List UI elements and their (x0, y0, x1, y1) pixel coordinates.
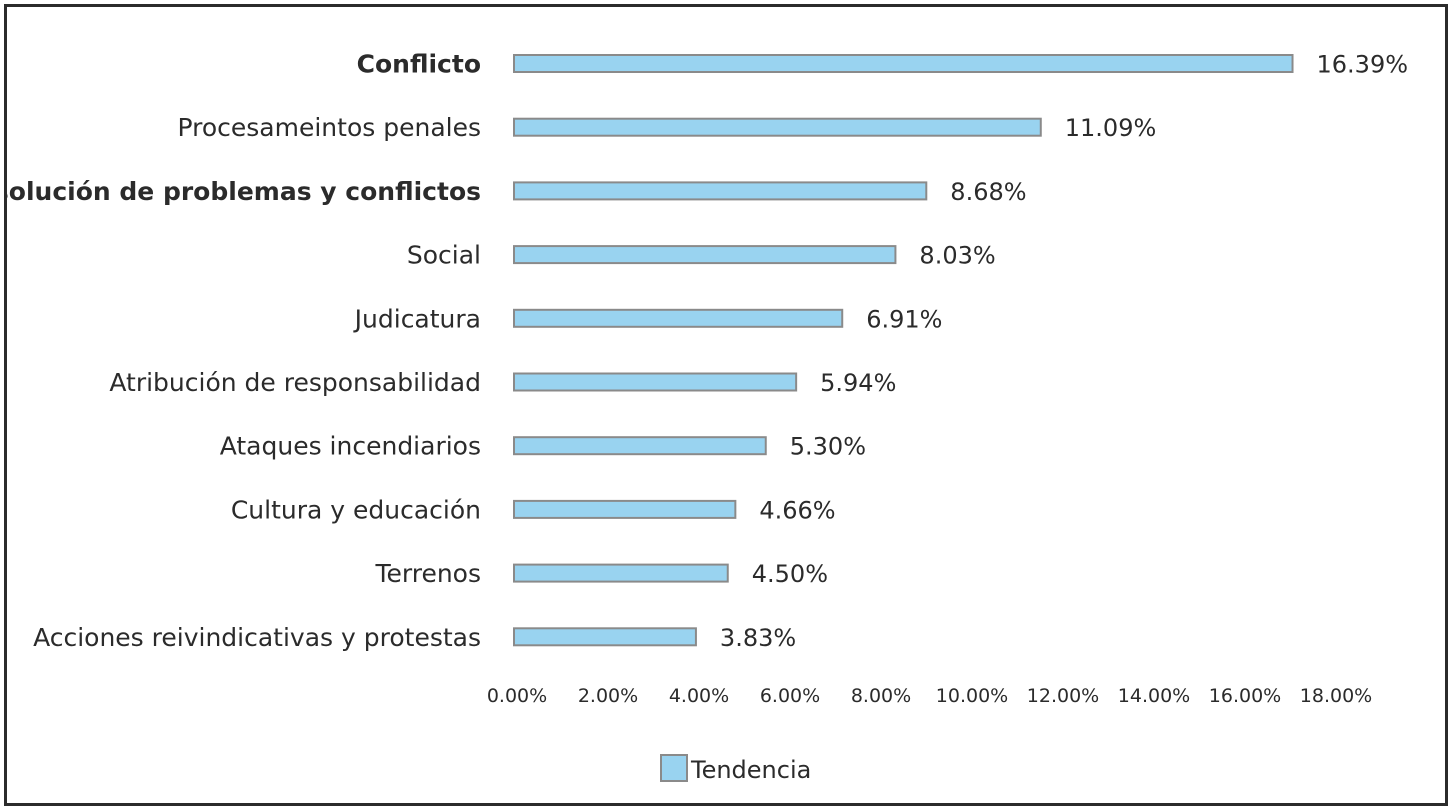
data-label: 11.09% (1065, 114, 1157, 142)
data-label: 4.50% (752, 560, 828, 588)
legend-swatch (660, 754, 688, 782)
x-tick-label: 16.00% (1209, 685, 1281, 707)
legend: Tendencia (660, 754, 811, 784)
data-label: 6.91% (866, 305, 942, 333)
bar (513, 499, 737, 519)
data-label: 5.30% (790, 433, 866, 461)
category-label: Atribución de responsabilidad (109, 368, 481, 397)
category-label: Social (407, 241, 481, 270)
category-label: Judicatura (353, 304, 481, 333)
category-label: Conflicto (357, 50, 481, 79)
chart-frame: Conflicto Procesameintos penales Resolució… (4, 4, 1448, 806)
category-labels: Conflicto Procesameintos penales Resolució… (7, 50, 481, 652)
data-label: 3.83% (720, 624, 796, 652)
bar (513, 436, 767, 456)
x-tick-label: 0.00% (487, 685, 547, 707)
x-tick-label: 12.00% (1027, 685, 1099, 707)
bar (513, 627, 697, 647)
bar (513, 372, 798, 392)
bar (513, 308, 844, 328)
category-label: Ataques incendiarios (220, 432, 481, 461)
bar (513, 245, 897, 265)
data-label: 4.66% (759, 496, 835, 524)
x-tick-label: 4.00% (669, 685, 729, 707)
category-label: Terrenos (374, 559, 481, 588)
category-label: Acciones reivindicativas y protestas (33, 623, 481, 652)
data-label: 8.03% (919, 242, 995, 270)
x-tick-label: 18.00% (1300, 685, 1372, 707)
x-tick-label: 14.00% (1118, 685, 1190, 707)
x-tick-label: 6.00% (760, 685, 820, 707)
category-label: Cultura y educación (231, 495, 481, 524)
value-labels: 16.39% 11.09% 8.68% 8.03% 6.91% 5.94% 5.30% 4.6… (720, 51, 1408, 652)
category-label: Resolución de problemas y conflictos (7, 177, 481, 206)
bar (513, 563, 729, 583)
bar-chart: Conflicto Procesameintos penales Resolució… (7, 50, 1408, 785)
data-label: 16.39% (1317, 51, 1409, 79)
data-label: 5.94% (820, 369, 896, 397)
bar (513, 54, 1294, 73)
category-label: Procesameintos penales (178, 113, 482, 142)
bars (513, 54, 1294, 647)
x-tick-label: 2.00% (578, 685, 638, 707)
bar (513, 117, 1042, 137)
x-axis-ticks: 0.00% 2.00% 4.00% 6.00% 8.00% 10.00% 12.00% 14.… (487, 685, 1372, 707)
data-label: 8.68% (950, 178, 1026, 206)
x-tick-label: 10.00% (936, 685, 1008, 707)
bar (513, 181, 928, 201)
legend-label: Tendencia (690, 756, 811, 784)
x-tick-label: 8.00% (851, 685, 911, 707)
